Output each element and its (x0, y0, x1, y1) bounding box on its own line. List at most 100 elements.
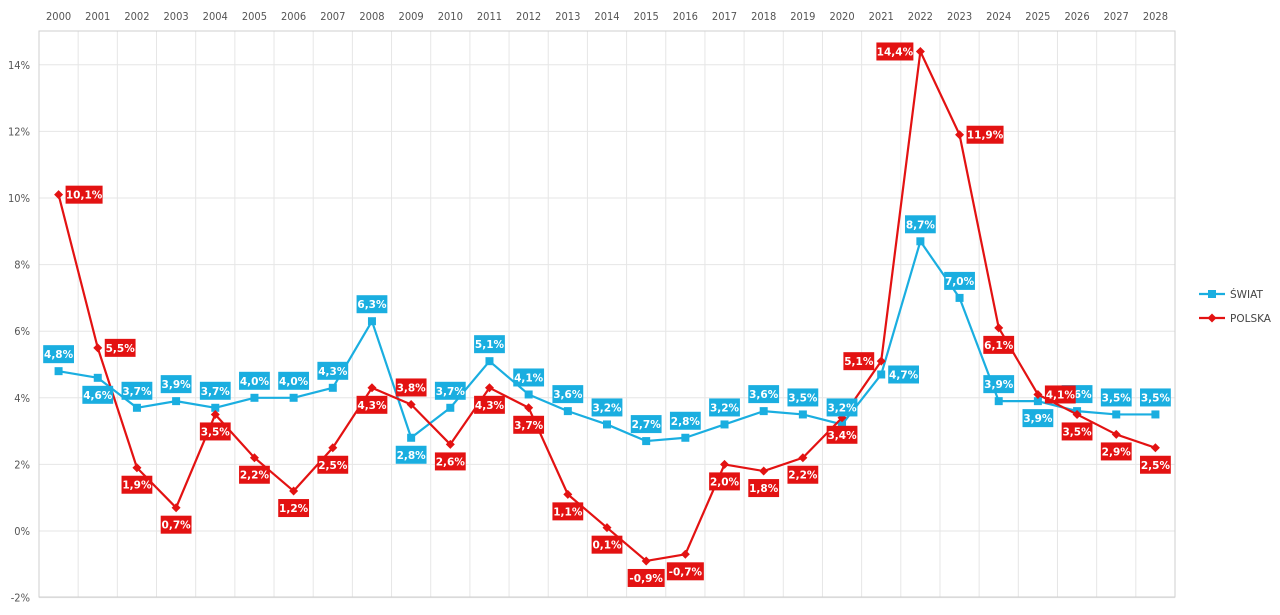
y-tick-label: 10% (8, 192, 30, 205)
data-label: 3,7% (514, 420, 544, 432)
data-point (994, 323, 1004, 333)
data-label-box (627, 568, 665, 587)
data-label-box (395, 378, 427, 397)
x-tick-label: 2015 (634, 10, 659, 23)
data-point (485, 357, 494, 366)
y-tick-label: 6% (14, 325, 30, 338)
data-point (915, 46, 925, 56)
data-label: 0,1% (592, 540, 622, 552)
data-label-box (591, 398, 623, 417)
data-label: 5,1% (844, 356, 874, 368)
x-tick-label: 2006 (281, 10, 306, 23)
x-tick-label: 2000 (46, 10, 71, 23)
data-label-box (434, 452, 466, 471)
data-label: 3,9% (1023, 413, 1053, 425)
data-label: 4,0% (240, 376, 270, 388)
data-label-box (552, 385, 584, 404)
y-tick-label: 2% (14, 458, 30, 471)
data-labels: 4,8% 4,6% 3,7% 3,9% 3,7% 4,0% 4,0% 4,3% 6,3% 2,8%… (43, 42, 1171, 587)
data-label: 3,9% (984, 379, 1014, 391)
data-label-box (474, 335, 505, 354)
data-label-box (356, 295, 388, 314)
data-label-box (748, 479, 780, 498)
data-point (172, 397, 181, 406)
x-tick-label: 2004 (203, 10, 228, 23)
data-point (877, 370, 886, 379)
data-point (367, 317, 376, 326)
legend-label: ŚWIAT (1230, 288, 1264, 301)
data-label-box (104, 338, 136, 357)
data-point (838, 420, 847, 429)
data-label-box (669, 411, 701, 430)
data-point (1150, 443, 1160, 453)
data-point (1033, 389, 1043, 399)
data-label-box (160, 375, 192, 394)
data-label: 10,1% (66, 190, 103, 202)
data-point (1072, 409, 1082, 419)
data-label: 4,3% (318, 366, 348, 378)
plot-border (38, 30, 1176, 598)
data-label: 2,9% (1102, 446, 1132, 458)
y-axis-ticks: -2% 0% 2% 4% 6% 8% 10% 12% 14% (8, 59, 30, 605)
data-point (916, 237, 925, 246)
data-label-box (983, 335, 1015, 354)
data-label-box (1061, 422, 1093, 441)
data-label-box (1100, 442, 1132, 461)
data-label: 4,7% (889, 369, 919, 381)
data-point (289, 486, 299, 496)
data-label-box (121, 381, 153, 400)
data-point (994, 397, 1003, 406)
data-label: 11,9% (967, 130, 1004, 142)
data-point (484, 383, 494, 393)
data-label: 6,3% (357, 299, 387, 311)
data-label-box (787, 388, 819, 407)
data-point (720, 459, 730, 469)
x-tick-label: 2025 (1025, 10, 1050, 23)
data-label-box (356, 395, 388, 414)
data-label: 14,4% (877, 46, 914, 58)
data-label-box (966, 125, 1004, 144)
data-label: 3,5% (1063, 426, 1093, 438)
data-label-box (826, 398, 858, 417)
data-label: 3,8% (397, 382, 427, 394)
data-label: 4,1% (514, 372, 544, 384)
data-point (289, 393, 298, 402)
data-label: 2,2% (240, 470, 270, 482)
data-point (54, 367, 63, 376)
data-label-box (160, 515, 192, 534)
data-label-box (199, 422, 231, 441)
x-tick-label: 2009 (399, 10, 424, 23)
data-label: 3,5% (1102, 392, 1132, 404)
data-label-box (630, 415, 662, 434)
legend-marker (1208, 290, 1216, 298)
data-label-box (513, 368, 545, 387)
x-tick-label: 2026 (1064, 10, 1089, 23)
data-label: 5,5% (106, 343, 136, 355)
y-tick-label: 4% (14, 392, 30, 405)
data-point (1151, 410, 1160, 419)
data-label: 4,1% (1046, 389, 1076, 401)
y-tick-label: -2% (11, 592, 30, 605)
data-label: 3,2% (827, 402, 857, 414)
data-label-box (876, 42, 914, 61)
data-label-box (317, 361, 349, 380)
data-point (406, 399, 416, 409)
x-tick-label: 2020 (829, 10, 854, 23)
data-point (955, 130, 965, 140)
data-label-box (709, 472, 740, 491)
x-tick-label: 2019 (790, 10, 815, 23)
x-tick-label: 2001 (85, 10, 110, 23)
data-point (563, 407, 572, 416)
x-tick-label: 2018 (751, 10, 776, 23)
data-label: 8,7% (906, 219, 936, 231)
data-label-box (888, 365, 920, 384)
data-label-box (1100, 388, 1132, 407)
data-point (642, 437, 651, 446)
data-point (681, 433, 690, 442)
data-label: 3,7% (122, 386, 152, 398)
data-point (563, 489, 573, 499)
data-label-box (787, 465, 819, 484)
data-label: 4,3% (357, 400, 387, 412)
data-label-box (1140, 388, 1171, 407)
